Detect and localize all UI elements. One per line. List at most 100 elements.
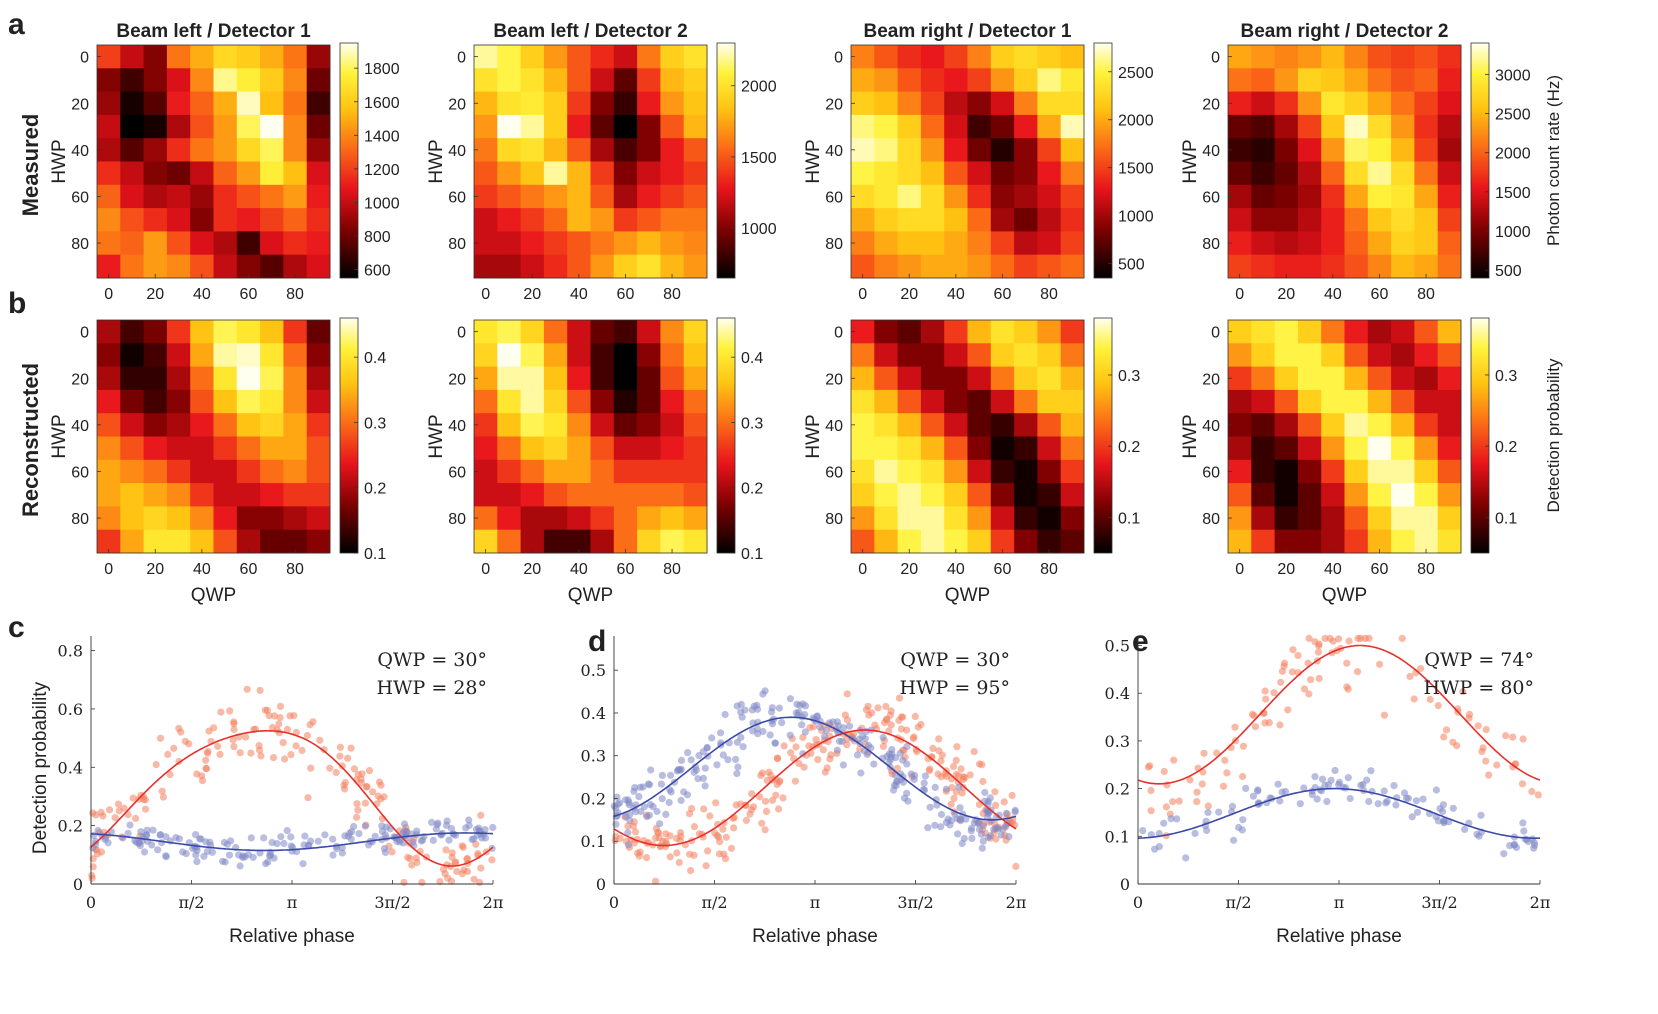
data-point-red	[1305, 634, 1313, 643]
data-point-blue	[1274, 780, 1282, 788]
heatmap-cell	[1228, 45, 1252, 69]
heatmap-cell	[567, 138, 591, 162]
data-point-blue	[433, 821, 441, 829]
x-tick-label: 80	[663, 561, 681, 578]
heatmap-cell	[166, 483, 191, 507]
heatmap-cell	[213, 254, 238, 279]
heatmap-cell	[637, 114, 661, 139]
colorbar-tick-label: 0.2	[741, 481, 763, 498]
heatmap-cell	[1414, 483, 1439, 507]
data-point-blue	[653, 807, 661, 816]
heatmap-cell	[874, 459, 898, 484]
colorbar-label: Photon count rate (Hz)	[1544, 75, 1563, 246]
data-point-blue	[283, 827, 291, 835]
data-point-red	[874, 704, 882, 712]
data-point-blue	[381, 848, 390, 857]
data-point-blue	[154, 846, 162, 854]
data-point-red	[365, 767, 374, 775]
x-tick-label: 0	[858, 286, 867, 303]
heatmap-cell	[497, 254, 521, 279]
heatmap-cell	[567, 320, 591, 344]
data-point-red	[99, 812, 107, 820]
data-point-blue	[206, 838, 214, 846]
y-axis-label: HWP	[426, 414, 447, 458]
heatmap-cell	[944, 231, 968, 256]
heatmap-cell	[213, 138, 238, 162]
data-point-blue	[1278, 788, 1286, 796]
heatmap-cell	[1014, 366, 1038, 391]
heatmap-cell	[1037, 366, 1062, 391]
heatmap-cell	[1344, 161, 1369, 186]
heatmap-cell	[474, 436, 498, 461]
heatmap-cell	[1297, 161, 1322, 186]
heatmap-cell	[497, 483, 521, 507]
heatmap-cell	[637, 483, 661, 507]
data-point-blue	[1254, 786, 1262, 794]
data-point-blue	[821, 733, 829, 741]
data-point-blue	[677, 756, 686, 765]
heatmap-cell	[1367, 254, 1392, 279]
heatmap-cell	[283, 45, 308, 69]
heatmap-cell	[143, 483, 168, 507]
y-tick-label: 80	[448, 511, 466, 528]
colorbar	[1470, 317, 1490, 554]
data-point-blue	[124, 829, 132, 838]
data-point-blue	[1413, 808, 1422, 816]
heatmap-cell	[1014, 389, 1038, 414]
data-point-blue	[701, 782, 709, 790]
data-point-red	[230, 743, 238, 751]
heatmap-cell	[897, 436, 922, 461]
heatmap-cell	[1437, 413, 1462, 437]
heatmap-cell	[543, 45, 568, 69]
heatmap-cell	[1228, 138, 1252, 162]
y-tick-label: 0	[457, 325, 466, 342]
data-point-red	[791, 777, 800, 785]
heatmap-cell	[97, 436, 121, 461]
heatmap-cell	[236, 91, 261, 116]
data-point-blue	[960, 834, 968, 843]
data-point-red	[230, 720, 238, 728]
x-tick-label: 60	[1371, 561, 1389, 578]
heatmap-cell	[1437, 161, 1462, 186]
data-point-blue	[338, 849, 346, 857]
data-point-blue	[1367, 767, 1375, 775]
y-tick-label: 0	[596, 875, 606, 894]
heatmap-cell	[1274, 343, 1299, 367]
heatmap-cell	[120, 184, 144, 209]
data-point-blue	[220, 838, 228, 847]
data-point-red	[1518, 780, 1527, 788]
heatmap-cell	[897, 138, 922, 162]
heatmap-cell	[260, 436, 284, 461]
heatmap-cell	[143, 208, 168, 232]
heatmap-frame	[96, 44, 331, 279]
data-point-red	[1175, 797, 1183, 805]
panel-letter-e: e	[1132, 625, 1149, 658]
heatmap-cell	[567, 436, 591, 461]
heatmap-cell	[283, 161, 308, 186]
data-point-blue	[979, 837, 987, 845]
heatmap-cell	[1344, 506, 1369, 531]
data-point-blue	[624, 841, 633, 849]
x-tick-label: 0	[104, 561, 113, 578]
heatmap-cell	[990, 184, 1015, 209]
x-axis-label: Relative phase	[752, 926, 878, 947]
heatmap-cell	[660, 343, 685, 367]
heatmap-a3: Beam right / Detector 10 20 40 60 8002040608…	[803, 21, 1154, 303]
heatmap-cell	[306, 91, 331, 116]
data-point-red	[925, 767, 933, 775]
data-point-blue	[1392, 801, 1400, 809]
heatmap-cell	[590, 231, 615, 256]
heatmap-cell	[613, 413, 638, 437]
heatmap-cell	[613, 459, 638, 484]
heatmap-cell	[874, 436, 898, 461]
heatmap-cell	[213, 208, 238, 232]
heatmap-cell	[97, 184, 121, 209]
heatmap-cell	[1251, 231, 1275, 256]
heatmap-cell	[497, 91, 521, 116]
heatmap-cell	[1014, 45, 1038, 69]
colorbar-tick-label: 500	[1495, 263, 1522, 280]
heatmap-cell	[213, 320, 238, 344]
data-point-red	[756, 793, 764, 801]
heatmap-cell	[874, 483, 898, 507]
heatmap-cell	[683, 483, 708, 507]
